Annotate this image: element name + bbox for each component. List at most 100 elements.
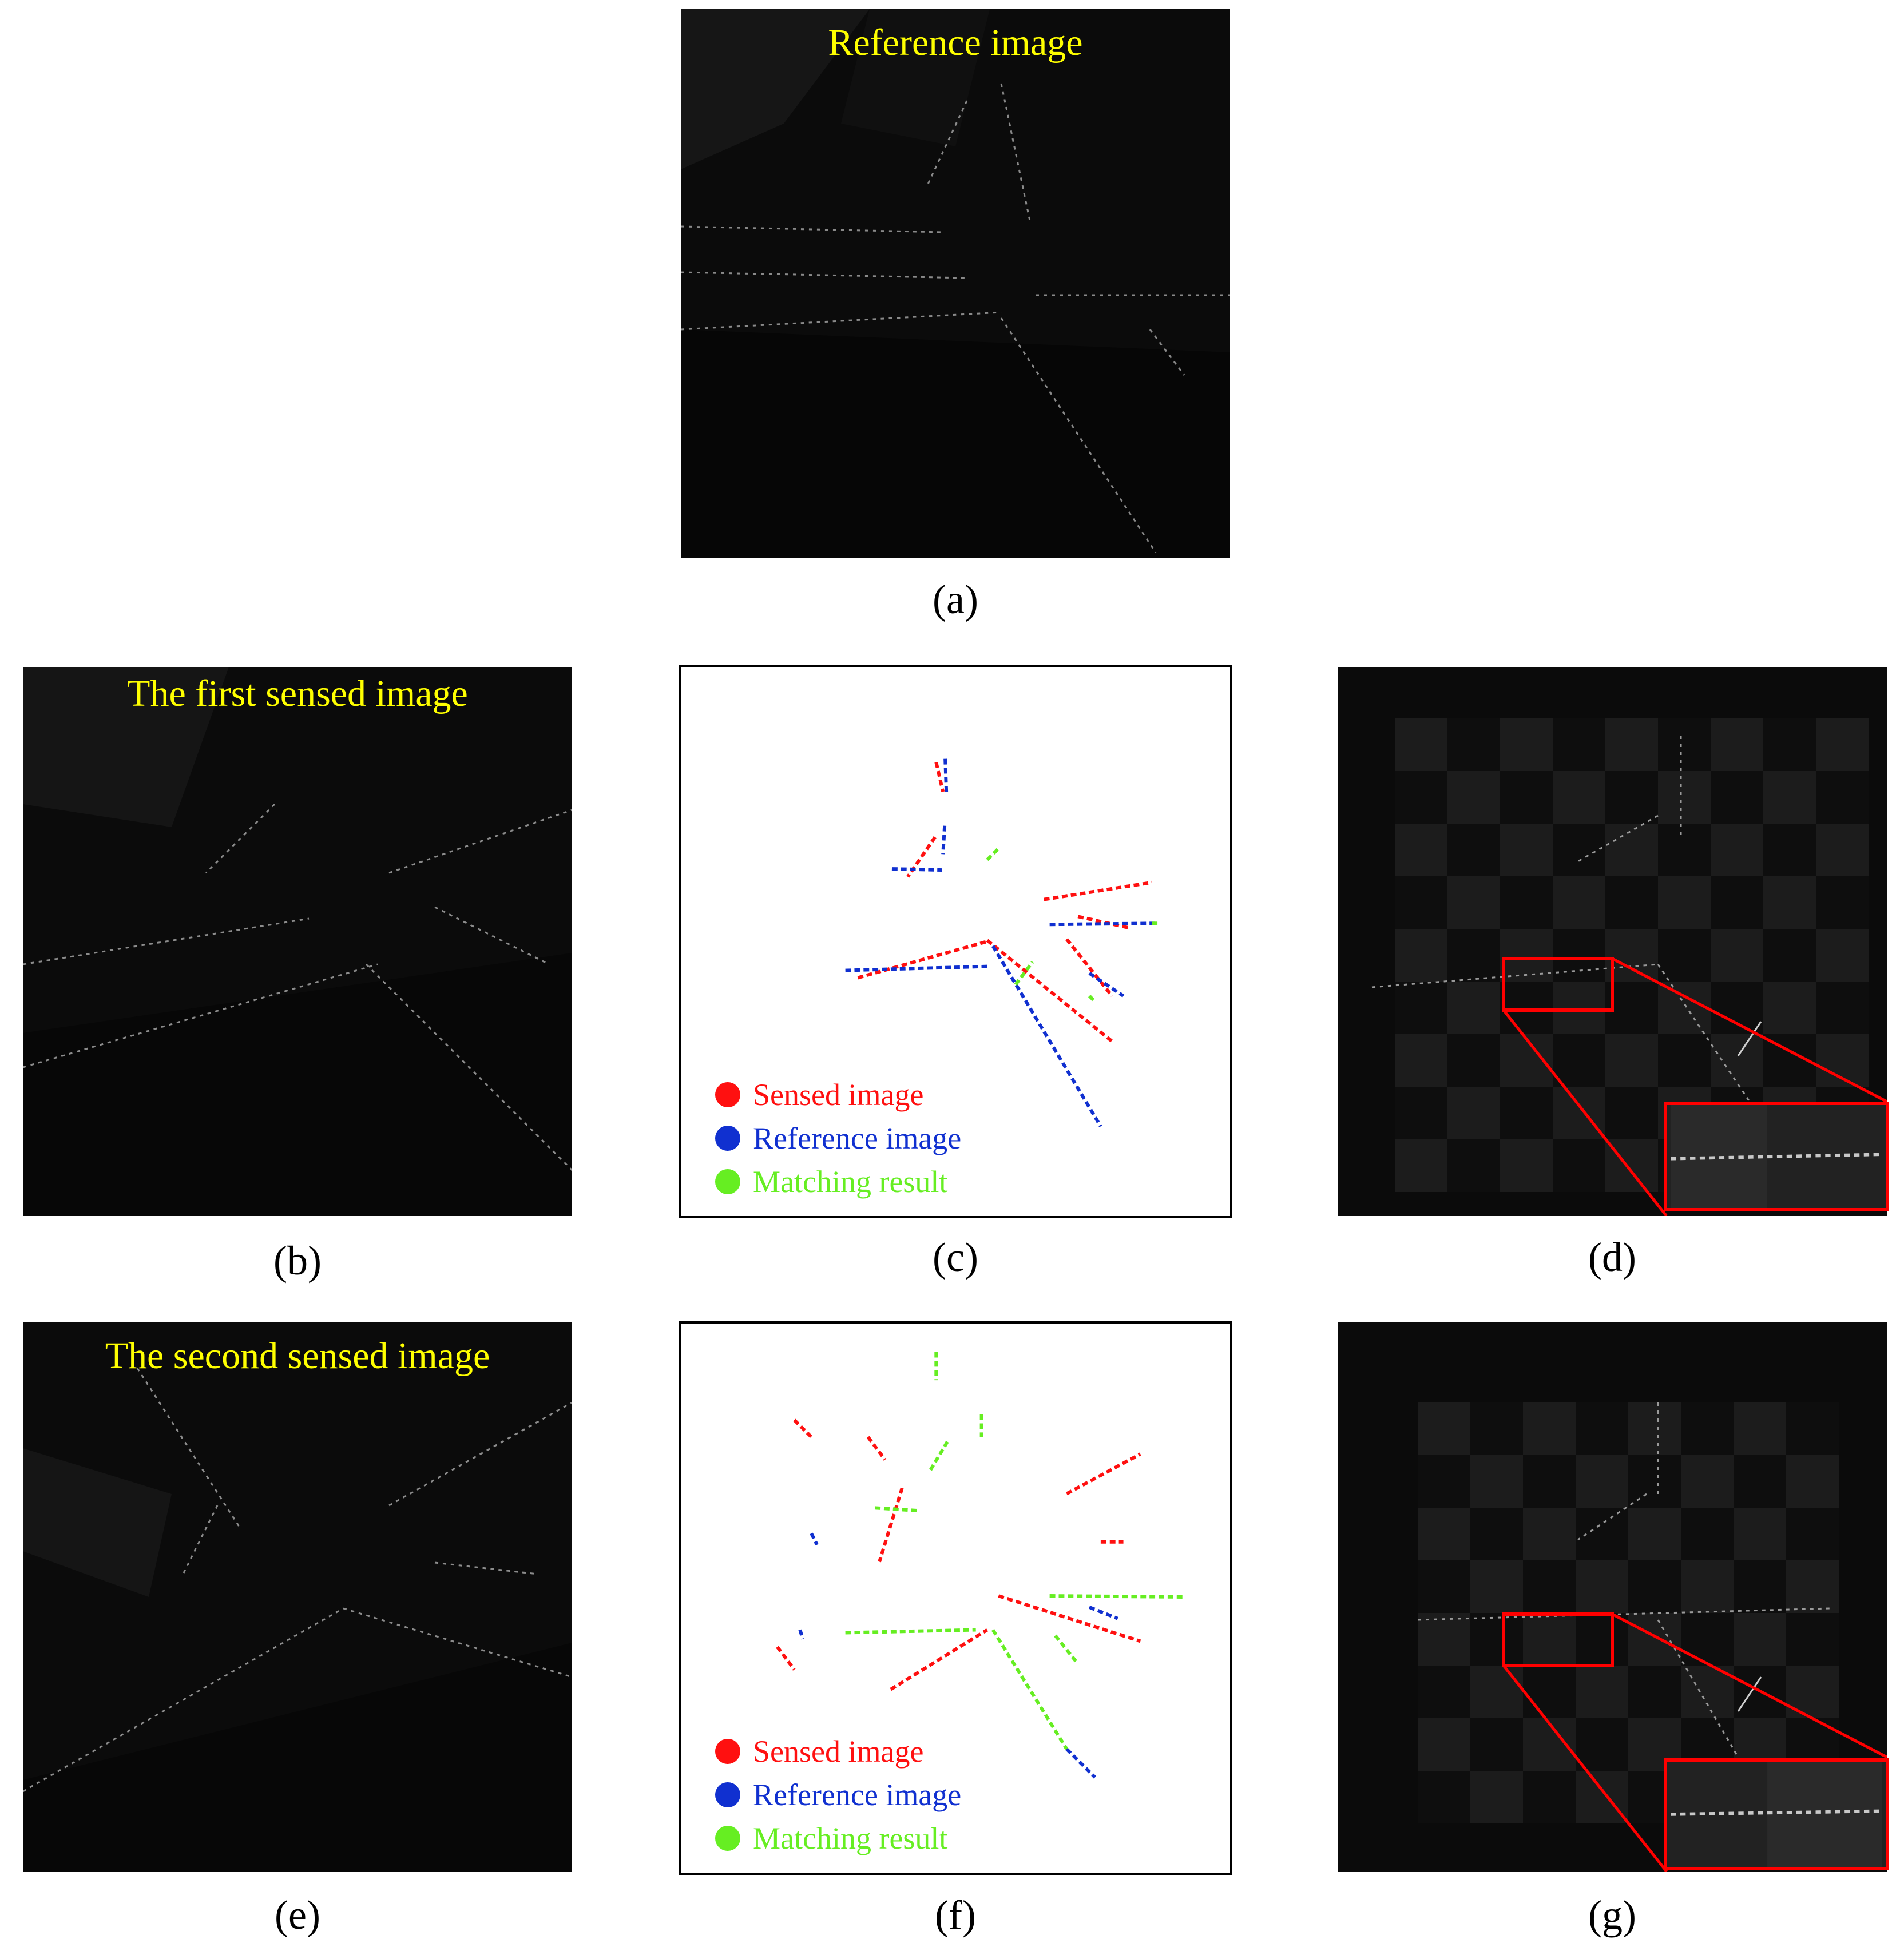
checker-tile — [1763, 929, 1816, 982]
first-matching-plot — [845, 758, 1158, 1127]
checker-tile — [1500, 771, 1553, 824]
checker-tile — [1816, 929, 1869, 982]
checker-tile — [1447, 929, 1500, 982]
checker-tile — [1523, 1455, 1576, 1508]
checker-tile — [1605, 1087, 1658, 1139]
checker-tile — [1763, 982, 1816, 1034]
first-sensed-image-panel: The first sensed image — [23, 667, 572, 1216]
checker-tile — [1395, 718, 1447, 771]
first-matching-legend: Sensed image Reference image Matching re… — [715, 1073, 961, 1203]
checker-tile — [1734, 1455, 1786, 1508]
checker-tile — [1605, 824, 1658, 876]
second-sensed-image-panel: The second sensed image — [23, 1322, 572, 1872]
checker-tile — [1605, 1034, 1658, 1087]
checker-tile — [1816, 876, 1869, 929]
checker-tile — [1523, 1560, 1576, 1613]
caption-e: (e) — [275, 1892, 320, 1938]
checker-tile — [1658, 982, 1711, 1034]
checker-tile — [1553, 771, 1605, 824]
caption-a: (a) — [933, 577, 978, 622]
second-zoom-inset-content — [1671, 1762, 1882, 1867]
checker-tile — [1816, 824, 1869, 876]
first-matching-reference-features — [845, 758, 1158, 1127]
checker-tile — [1816, 771, 1869, 824]
checker-tile — [1418, 1560, 1470, 1613]
checker-tile — [1447, 1139, 1500, 1192]
checker-tile — [1605, 982, 1658, 1034]
legend-item-sensed-2: Sensed image — [715, 1730, 961, 1773]
checker-tile — [1523, 1508, 1576, 1560]
checker-tile — [1447, 876, 1500, 929]
checker-tile — [1711, 824, 1763, 876]
checker-tile — [1576, 1455, 1628, 1508]
checker-tile — [1711, 1034, 1763, 1087]
checker-tile — [1681, 1402, 1734, 1455]
checker-tile — [1605, 771, 1658, 824]
legend-item-matching-2: Matching result — [715, 1817, 961, 1860]
checker-tile — [1711, 771, 1763, 824]
legend-label-matching-2: Matching result — [753, 1821, 948, 1855]
checker-tile — [1418, 1771, 1470, 1823]
checker-tile — [1628, 1560, 1681, 1613]
checker-tile — [1605, 876, 1658, 929]
checker-tile — [1576, 1718, 1628, 1771]
checker-tile — [1628, 1666, 1681, 1718]
legend-label-sensed: Sensed image — [753, 1078, 924, 1112]
checker-tile — [1447, 824, 1500, 876]
checker-tile — [1576, 1508, 1628, 1560]
checker-tile — [1553, 824, 1605, 876]
checker-tile — [1395, 824, 1447, 876]
first-zoom-inset — [1664, 1102, 1889, 1211]
second-matching-plot — [776, 1352, 1186, 1779]
first-zoom-inset-content — [1671, 1105, 1882, 1208]
first-sensed-image-title: The first sensed image — [127, 673, 468, 714]
checker-tile — [1628, 1508, 1681, 1560]
second-checkerboard-panel — [1338, 1322, 1887, 1872]
checker-tile — [1734, 1402, 1786, 1455]
checker-tile — [1500, 1139, 1553, 1192]
checker-tile — [1447, 982, 1500, 1034]
checker-tile — [1605, 929, 1658, 982]
checker-tile — [1681, 1508, 1734, 1560]
second-matching-panel: Sensed image Reference image Matching re… — [679, 1321, 1232, 1875]
blue-dot-icon — [715, 1126, 740, 1151]
second-sensed-image-scene — [23, 1368, 572, 1872]
checker-tile — [1681, 1666, 1734, 1718]
first-matching-sensed-features — [857, 761, 1152, 1043]
caption-g: (g) — [1588, 1892, 1636, 1938]
checker-tile — [1447, 718, 1500, 771]
checker-tile — [1470, 1613, 1523, 1666]
checker-tile — [1470, 1560, 1523, 1613]
red-dot-icon — [715, 1739, 740, 1764]
second-sensed-image-title: The second sensed image — [105, 1335, 490, 1377]
checker-tile — [1786, 1613, 1839, 1666]
checker-tile — [1658, 824, 1711, 876]
checker-tile — [1658, 929, 1711, 982]
second-matching-match-features — [845, 1352, 1186, 1750]
checker-tile — [1786, 1455, 1839, 1508]
checker-tile — [1470, 1771, 1523, 1823]
checker-tile — [1418, 1718, 1470, 1771]
caption-d: (d) — [1588, 1234, 1636, 1280]
checker-tile — [1500, 718, 1553, 771]
first-matching-match-features — [986, 847, 1158, 1003]
checker-tile — [1711, 876, 1763, 929]
checker-tile — [1553, 876, 1605, 929]
checker-tile — [1500, 876, 1553, 929]
checker-tile — [1605, 718, 1658, 771]
checker-tile — [1628, 1402, 1681, 1455]
checker-tile — [1470, 1718, 1523, 1771]
legend-label-reference-2: Reference image — [753, 1778, 962, 1812]
checker-tile — [1523, 1402, 1576, 1455]
checker-tile — [1816, 718, 1869, 771]
caption-b: (b) — [273, 1238, 322, 1284]
checker-tile — [1418, 1455, 1470, 1508]
checker-tile — [1711, 718, 1763, 771]
checker-tile — [1500, 1087, 1553, 1139]
checker-tile — [1395, 876, 1447, 929]
checker-tile — [1470, 1455, 1523, 1508]
caption-c: (c) — [933, 1234, 978, 1280]
checker-tile — [1395, 929, 1447, 982]
checker-tile — [1553, 929, 1605, 982]
checker-tile — [1395, 982, 1447, 1034]
